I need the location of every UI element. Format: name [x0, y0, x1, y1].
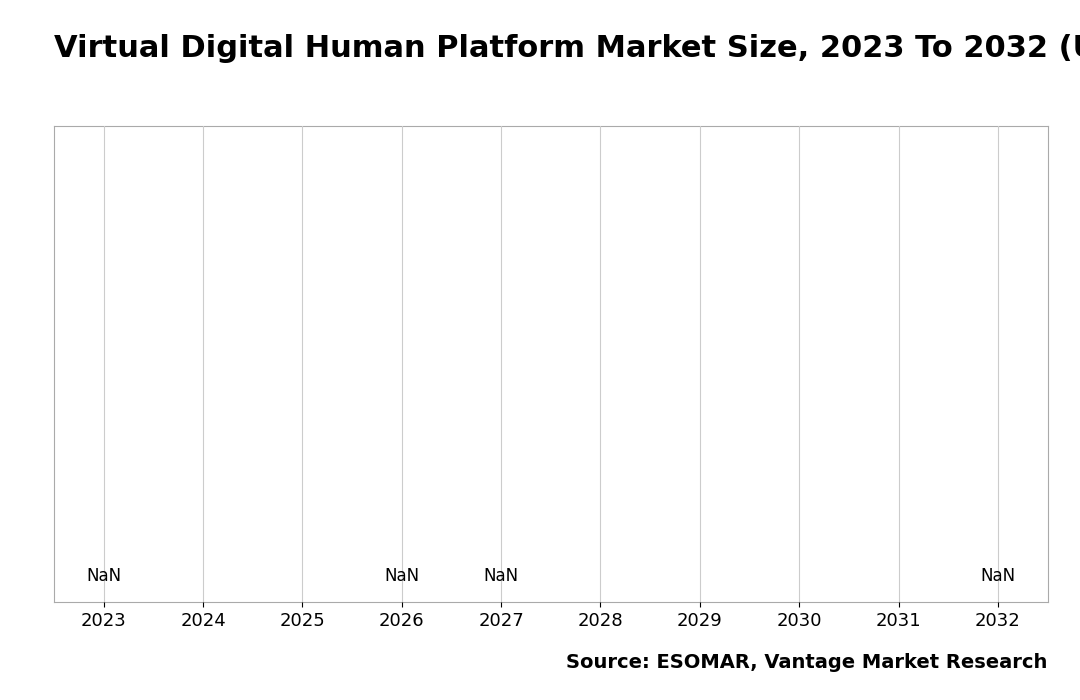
Text: NaN: NaN: [86, 567, 121, 585]
Text: NaN: NaN: [484, 567, 518, 585]
Text: NaN: NaN: [384, 567, 419, 585]
Text: NaN: NaN: [981, 567, 1015, 585]
Text: Source: ESOMAR, Vantage Market Research: Source: ESOMAR, Vantage Market Research: [566, 653, 1048, 672]
Text: Virtual Digital Human Platform Market Size, 2023 To 2032 (USD Million): Virtual Digital Human Platform Market Si…: [54, 34, 1080, 63]
